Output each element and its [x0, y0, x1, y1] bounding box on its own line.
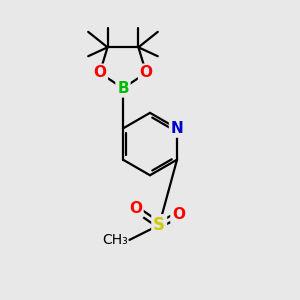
Text: N: N: [171, 121, 183, 136]
Text: O: O: [172, 207, 185, 222]
Text: O: O: [93, 65, 106, 80]
Text: O: O: [129, 201, 142, 216]
Text: O: O: [140, 65, 153, 80]
Text: S: S: [153, 216, 165, 234]
Text: CH₃: CH₃: [102, 233, 128, 247]
Text: B: B: [117, 81, 129, 96]
